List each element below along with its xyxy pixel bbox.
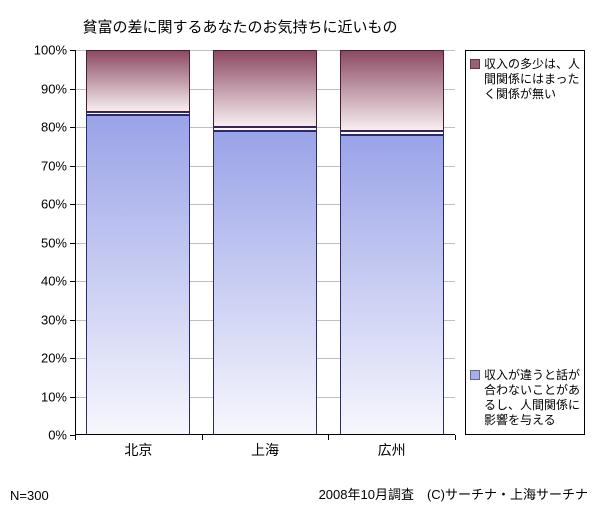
y-tick-label: 30% bbox=[41, 312, 67, 327]
y-tick-label: 90% bbox=[41, 81, 67, 96]
legend-item: 収入の多少は、人間関係にはまったく関係が無い bbox=[470, 57, 580, 102]
bar-slot bbox=[202, 50, 329, 435]
y-tick-label: 40% bbox=[41, 274, 67, 289]
bar-segment bbox=[86, 112, 190, 116]
stacked-bar bbox=[340, 50, 444, 435]
bar-segment bbox=[340, 135, 444, 435]
bar-segment bbox=[340, 131, 444, 135]
x-axis-label: 上海 bbox=[202, 440, 329, 460]
legend-label: 収入の多少は、人間関係にはまったく関係が無い bbox=[484, 57, 580, 102]
x-axis-label: 広州 bbox=[328, 440, 455, 460]
bar-segment bbox=[86, 115, 190, 435]
bar-slot bbox=[328, 50, 455, 435]
y-tick-label: 70% bbox=[41, 158, 67, 173]
bar-segment bbox=[86, 50, 190, 112]
chart-container: 貧富の差に関するあなたのお気持ちに近いもの 0% 10% 20% 30% 40% 50% 6… bbox=[0, 0, 600, 509]
y-tick-label: 0% bbox=[48, 428, 67, 443]
bar-slot bbox=[75, 50, 202, 435]
y-tick-label: 60% bbox=[41, 197, 67, 212]
x-axis-label: 北京 bbox=[75, 440, 202, 460]
y-axis: 0%10%20%30%40%50%60%70%80%90%100% bbox=[0, 50, 75, 435]
stacked-bar bbox=[86, 50, 190, 435]
x-axis-labels: 北京上海広州 bbox=[75, 440, 455, 460]
stacked-bar bbox=[213, 50, 317, 435]
y-tick-label: 20% bbox=[41, 351, 67, 366]
y-axis-line bbox=[75, 50, 76, 435]
plot-area bbox=[75, 50, 455, 435]
legend-label: 収入が違うと話が合わないことがあるし、人間関係に影響を与える bbox=[484, 368, 580, 428]
y-tick-label: 100% bbox=[34, 43, 67, 58]
bar-segment bbox=[213, 127, 317, 131]
legend-item: 収入が違うと話が合わないことがあるし、人間関係に影響を与える bbox=[470, 368, 580, 428]
bar-segment bbox=[340, 50, 444, 131]
legend: 収入の多少は、人間関係にはまったく関係が無い収入が違うと話が合わないことがあるし… bbox=[465, 50, 585, 435]
x-tick-mark bbox=[455, 435, 456, 440]
legend-swatch bbox=[470, 370, 480, 380]
y-tick-label: 10% bbox=[41, 389, 67, 404]
y-tick-label: 50% bbox=[41, 235, 67, 250]
bars-layer bbox=[75, 50, 455, 435]
y-tick-label: 80% bbox=[41, 120, 67, 135]
x-axis-line bbox=[75, 434, 455, 435]
sample-size-note: N=300 bbox=[10, 488, 49, 503]
chart-title: 貧富の差に関するあなたのお気持ちに近いもの bbox=[0, 16, 480, 37]
source-note: 2008年10月調査 (C)サーチナ・上海サーチナ bbox=[319, 484, 588, 503]
bar-segment bbox=[213, 131, 317, 435]
bar-segment bbox=[213, 50, 317, 127]
legend-swatch bbox=[470, 59, 480, 69]
